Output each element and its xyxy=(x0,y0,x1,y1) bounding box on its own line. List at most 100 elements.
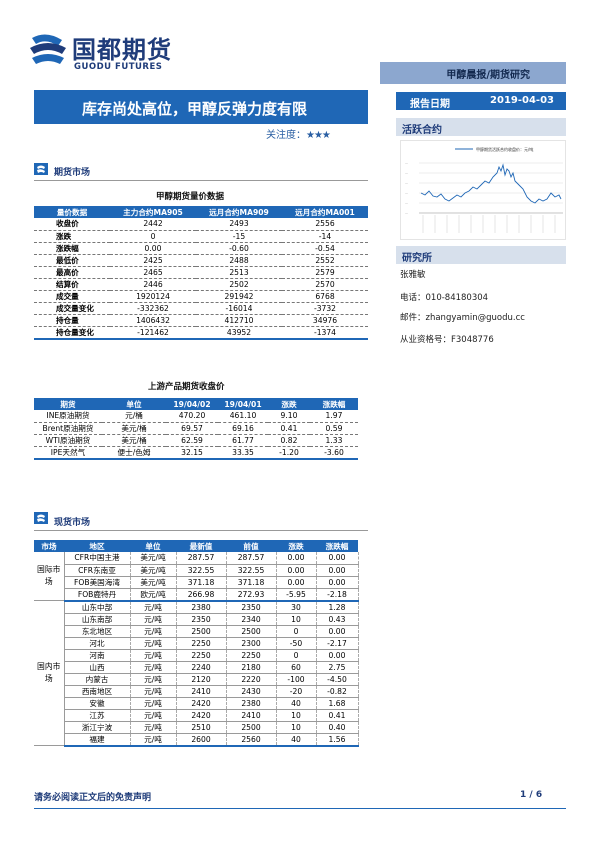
table-cell: 山西 xyxy=(64,661,131,674)
spot-section-divider xyxy=(34,530,368,531)
table-cell: 2552 xyxy=(282,254,368,267)
futures-section-icon xyxy=(34,163,48,175)
table-cell: 2579 xyxy=(282,266,368,279)
table-cell: -0.60 xyxy=(196,242,282,255)
active-contract-header: 活跃合约 xyxy=(396,118,566,136)
table-cell: 便士/色姆 xyxy=(102,446,166,460)
table-row: 持仓量变化 -121462 43952 -1374 xyxy=(34,326,368,340)
table-cell: 2570 xyxy=(282,278,368,291)
table-cell: 371.18 xyxy=(226,576,277,589)
table-header-cell: 19/04/02 xyxy=(166,398,218,410)
table-cell: 33.35 xyxy=(218,446,268,460)
table-cell: 40 xyxy=(276,733,317,747)
table-cell: 2420 xyxy=(176,709,227,722)
svg-text:—: — xyxy=(405,211,408,215)
table-row: 山东南部 元/吨 2350 2340 10 0.43 xyxy=(34,613,359,626)
table-cell: 2425 xyxy=(110,254,196,267)
table-header-cell: 19/04/01 xyxy=(218,398,268,410)
table-header-cell: 量价数据 xyxy=(34,206,110,218)
table-cell: 0.00 xyxy=(316,564,359,577)
table-row: Brent原油期货 美元/桶 69.57 69.16 0.41 0.59 xyxy=(34,422,358,435)
table-cell: 元/吨 xyxy=(130,625,177,638)
table-cell: 元/吨 xyxy=(130,733,177,747)
table-cell: 69.57 xyxy=(166,422,218,435)
table-cell: 2510 xyxy=(176,721,227,734)
table-cell: 2380 xyxy=(176,600,227,614)
table-cell: 元/吨 xyxy=(130,721,177,734)
table-cell: 62.59 xyxy=(166,434,218,447)
report-series-label: 甲醇晨报/期货研究 xyxy=(446,70,530,81)
disclaimer-note: 请务必阅读正文后的免责声明 xyxy=(34,793,152,803)
table-header-cell: 单位 xyxy=(102,398,166,410)
table-cell: 河南 xyxy=(64,649,131,662)
table-header-cell: 远月合约MA909 xyxy=(196,206,282,218)
table-cell: 2500 xyxy=(226,721,277,734)
table-cell: -4.50 xyxy=(316,673,359,686)
table-cell: 内蒙古 xyxy=(64,673,131,686)
table-cell: INE原油期货 xyxy=(34,410,102,423)
futures-table: 量价数据 主力合约MA905 远月合约MA909 远月合约MA001 收盘价 2442 2… xyxy=(34,206,368,340)
table-cell: 32.15 xyxy=(166,446,218,460)
table-cell: 2350 xyxy=(176,613,227,626)
table-cell: 287.57 xyxy=(226,552,277,565)
table-row: 浙江宁波 元/吨 2510 2500 10 0.40 xyxy=(34,721,359,734)
table-row: 东北地区 元/吨 2500 2500 0 0.00 xyxy=(34,625,359,638)
table-cell: 2465 xyxy=(110,266,196,279)
analyst-license: 从业资格号：F3048776 xyxy=(400,335,494,345)
table-cell: 322.55 xyxy=(176,564,227,577)
table-cell: 2500 xyxy=(176,625,227,638)
table-cell: 元/吨 xyxy=(130,673,177,686)
table-cell: 10 xyxy=(276,613,317,626)
table-row: CFR东南亚 美元/吨 322.55 322.55 0.00 0.00 xyxy=(34,564,359,577)
table-cell: 0.00 xyxy=(276,552,317,565)
table-cell: 60 xyxy=(276,661,317,674)
table-row: 西南地区 元/吨 2410 2430 -20 -0.82 xyxy=(34,685,359,698)
active-contract-title: 活跃合约 xyxy=(402,125,442,136)
table-cell: 266.98 xyxy=(176,588,227,602)
table-cell: 69.16 xyxy=(218,422,268,435)
table-cell: 2513 xyxy=(196,266,282,279)
table-row: WTI原油期货 美元/桶 62.59 61.77 0.82 1.33 xyxy=(34,434,358,447)
table-cell: 0.00 xyxy=(316,552,359,565)
table-cell: -100 xyxy=(276,673,317,686)
table-cell: 江苏 xyxy=(64,709,131,722)
table-cell: 40 xyxy=(276,697,317,710)
table-cell: 1920124 xyxy=(110,290,196,303)
table-row: IPE天然气 便士/色姆 32.15 33.35 -1.20 -3.60 xyxy=(34,446,358,460)
table-cell: -20 xyxy=(276,685,317,698)
table-cell: -1374 xyxy=(282,326,368,340)
table-row: 内蒙古 元/吨 2120 2220 -100 -4.50 xyxy=(34,673,359,686)
table-cell: 2250 xyxy=(226,649,277,662)
table-cell: 2180 xyxy=(226,661,277,674)
table-cell: -2.18 xyxy=(316,588,359,602)
table-cell: 9.10 xyxy=(268,410,310,423)
table-cell: 0 xyxy=(276,649,317,662)
table-cell: 30 xyxy=(276,600,317,614)
row-label: 涨跌 xyxy=(34,230,110,243)
guodu-logo: 国都期货 GUODU FUTURES xyxy=(28,30,188,80)
table-cell: 2340 xyxy=(226,613,277,626)
table-cell: -50 xyxy=(276,637,317,650)
spot-table: 市场 地区 单位 最新值 前值 涨跌 涨跌幅 国际市场 CFR中国主港 美元/吨 287.57 28… xyxy=(34,540,359,747)
table-cell: 2502 xyxy=(196,278,282,291)
table-cell: 山东南部 xyxy=(64,613,131,626)
table-cell: 6768 xyxy=(282,290,368,303)
table-cell: 浙江宁波 xyxy=(64,721,131,734)
table-cell: 元/吨 xyxy=(130,685,177,698)
row-label: 成交量变化 xyxy=(34,302,110,315)
table-header-cell: 市场 xyxy=(34,540,64,552)
table-cell: 2560 xyxy=(226,733,277,747)
table-cell: FOB鹿特丹 xyxy=(64,588,131,602)
table-row: 山西 元/吨 2240 2180 60 2.75 xyxy=(34,661,359,674)
report-date-bar: 报告日期 2019-04-03 xyxy=(396,92,566,110)
spot-section-title: 现货市场 xyxy=(54,518,91,528)
table-row: 成交量变化 -332362 -16014 -3732 xyxy=(34,302,368,315)
market-label-international: 国际市场 xyxy=(34,552,65,601)
table-cell: -0.54 xyxy=(282,242,368,255)
table-cell: 美元/吨 xyxy=(130,576,177,589)
report-title-bar: 库存尚处高位，甲醇反弹力度有限 xyxy=(34,90,368,124)
chart-legend: 甲醇期货活跃合约收盘价：元/吨 xyxy=(476,146,533,152)
table-row: 最低价 2425 2488 2552 xyxy=(34,254,368,267)
table-row: 涨跌 0 -15 -14 xyxy=(34,230,368,243)
table-cell: 10 xyxy=(276,721,317,734)
